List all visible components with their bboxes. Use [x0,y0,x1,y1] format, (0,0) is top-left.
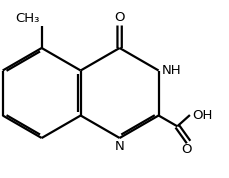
Text: O: O [180,143,191,156]
Text: N: N [114,140,124,153]
Text: OH: OH [191,109,211,122]
Text: NH: NH [161,64,180,77]
Text: CH₃: CH₃ [15,12,40,25]
Text: O: O [114,11,124,23]
